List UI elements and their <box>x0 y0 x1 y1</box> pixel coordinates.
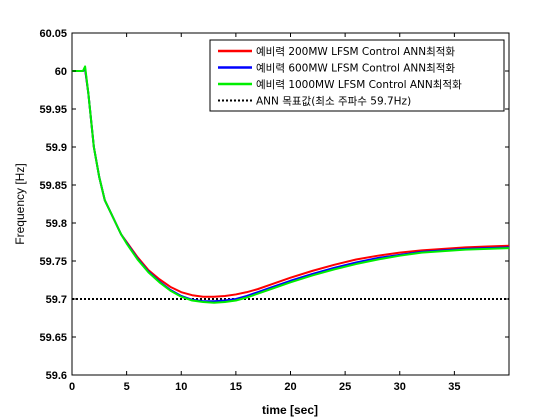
y-axis-label: Frequency [Hz] <box>13 163 27 244</box>
x-tick-label: 10 <box>175 381 187 393</box>
y-tick-label: 59.7 <box>46 294 67 306</box>
tick-layer: 0 5 10 15 20 25 30 35 59.6 59.65 59.7 59.75 59.8 59.8… <box>39 28 509 393</box>
legend-label-2: 예비력 600MW LFSM Control ANN최적화 <box>256 62 455 75</box>
y-tick-label: 59.65 <box>39 332 67 344</box>
x-tick-label: 35 <box>448 381 460 393</box>
x-tick-label: 5 <box>124 381 130 393</box>
y-tick-label: 59.95 <box>39 104 67 116</box>
legend-label-1: 예비력 200MW LFSM Control ANN최적화 <box>256 45 455 58</box>
y-tick-label: 60.05 <box>39 28 67 40</box>
x-tick-label: 15 <box>230 381 242 393</box>
x-axis-label: time [sec] <box>262 403 318 417</box>
y-tick-label: 59.75 <box>39 256 67 268</box>
x-tick-label: 20 <box>284 381 296 393</box>
x-tick-label: 30 <box>394 381 406 393</box>
series-line-3 <box>72 65 509 304</box>
y-tick-label: 60 <box>55 66 67 78</box>
legend-label-4: ANN 목표값(최소 주파수 59.7Hz) <box>256 96 411 108</box>
series-layer <box>72 65 509 304</box>
x-tick-label: 25 <box>339 381 351 393</box>
y-tick-label: 59.6 <box>46 370 67 382</box>
legend-label-3: 예비력 1000MW LFSM Control ANN최적화 <box>256 78 462 91</box>
y-tick-label: 59.8 <box>46 218 67 230</box>
legend-box <box>209 39 505 112</box>
y-tick-label: 59.85 <box>39 180 67 192</box>
y-tick-label: 59.9 <box>46 142 67 154</box>
x-tick-label: 0 <box>69 381 75 393</box>
